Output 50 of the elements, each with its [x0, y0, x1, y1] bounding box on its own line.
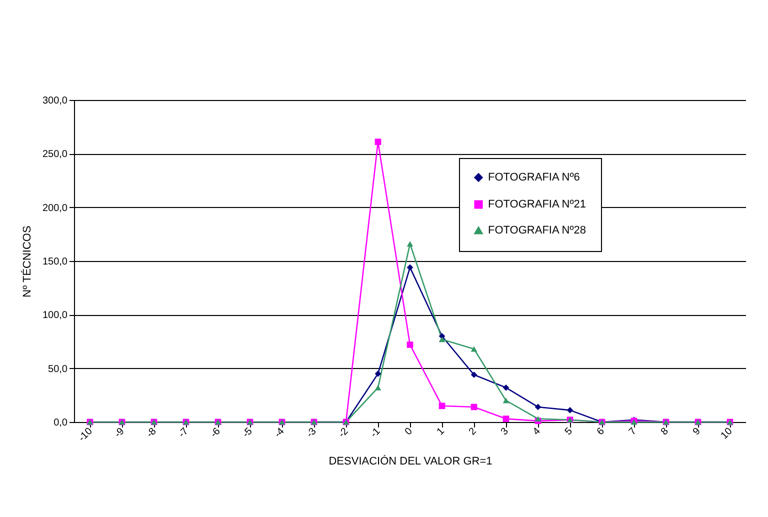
x-tick-label: -2: [336, 426, 352, 440]
x-tick-label: 1: [435, 426, 448, 438]
x-tick-label: -7: [176, 426, 192, 440]
legend-label: FOTOGRAFIA Nº21: [488, 198, 586, 210]
point: [438, 402, 446, 410]
point: [438, 336, 446, 342]
point: [406, 342, 414, 348]
x-tick-label: -5: [240, 426, 256, 440]
y-tick-label: 200,0: [42, 202, 68, 214]
x-tick-label: -9: [112, 426, 128, 440]
x-tick-label: 9: [691, 426, 704, 438]
x-tick-label: 7: [627, 426, 640, 438]
point: [374, 138, 382, 146]
x-tick-label: -10: [76, 426, 96, 444]
y-tick-label: 300,0: [42, 96, 68, 106]
x-tick-label: 6: [595, 426, 608, 438]
x-tick-label: 2: [467, 426, 480, 438]
x-tick-label: 10: [719, 426, 736, 442]
point: [374, 384, 382, 390]
y-tick-label: 250,0: [42, 149, 68, 160]
x-tick-label: 3: [499, 426, 512, 438]
y-tick-label: 0,0: [54, 418, 68, 428]
point: [470, 346, 478, 352]
x-axis-title: DESVIACIÓN DEL VALOR GR=1: [328, 454, 492, 468]
x-tick-label: 8: [659, 426, 672, 438]
point: [502, 384, 510, 391]
y-tick-label: 100,0: [42, 310, 68, 322]
x-tick-label: -6: [208, 426, 224, 440]
x-tick-label: 0: [403, 426, 416, 438]
x-tick-label: -3: [304, 426, 320, 440]
point: [470, 404, 478, 410]
x-tick-label: 4: [531, 426, 544, 438]
y-tick-label: 50,0: [48, 364, 68, 375]
legend-label: FOTOGRAFIA Nº28: [488, 224, 586, 236]
point: [534, 416, 542, 422]
point: [406, 264, 414, 271]
point: [406, 241, 414, 247]
x-tick-label: -8: [144, 426, 160, 440]
point: [502, 416, 510, 422]
x-tick-label: -4: [272, 426, 288, 440]
point: [502, 398, 510, 404]
y-axis-title: Nº TÉCNICOS: [20, 226, 34, 298]
x-tick-label: -1: [368, 426, 384, 440]
y-tick-label: 150,0: [42, 256, 68, 268]
point: [374, 370, 382, 377]
point: [566, 407, 574, 414]
point: [470, 372, 478, 378]
point: [534, 404, 542, 410]
x-tick-label: 5: [563, 426, 576, 438]
legend-label: FOTOGRAFIA Nº6: [488, 172, 580, 184]
